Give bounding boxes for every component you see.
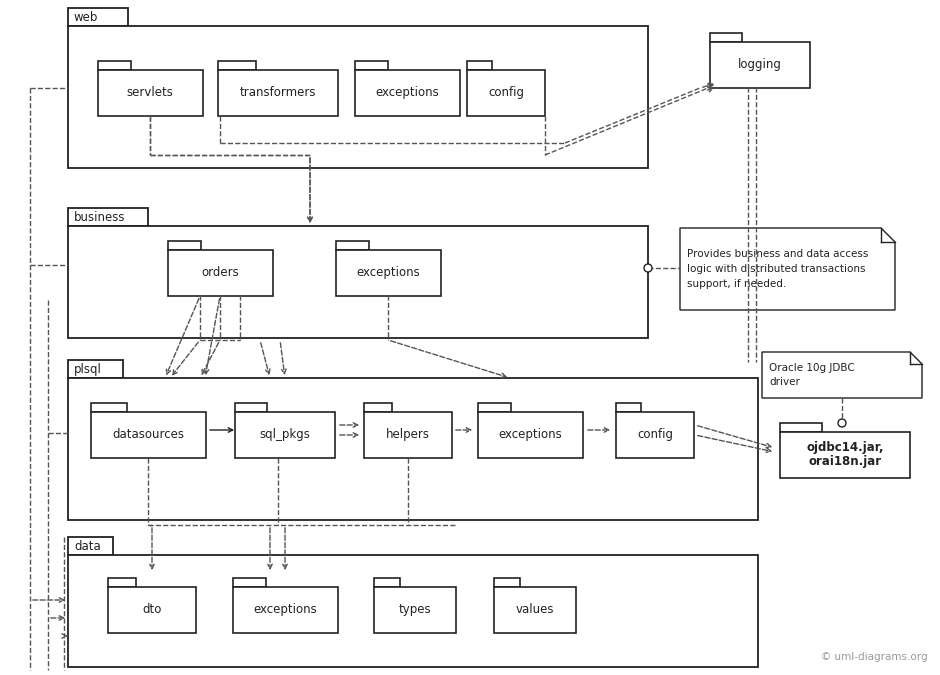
Bar bbox=[90, 402, 127, 412]
Bar bbox=[68, 26, 648, 168]
Bar bbox=[478, 402, 511, 412]
Bar bbox=[90, 412, 206, 458]
Text: exceptions: exceptions bbox=[498, 428, 562, 441]
Bar bbox=[710, 41, 810, 88]
Bar bbox=[616, 412, 694, 458]
Text: orders: orders bbox=[201, 266, 239, 279]
Text: plsql: plsql bbox=[74, 363, 102, 377]
Bar bbox=[467, 70, 545, 115]
Text: exceptions: exceptions bbox=[356, 266, 420, 279]
Text: ojdbc14.jar,
orai18n.jar: ojdbc14.jar, orai18n.jar bbox=[807, 441, 884, 468]
Bar bbox=[232, 578, 266, 587]
Text: config: config bbox=[488, 86, 524, 99]
Bar bbox=[780, 431, 910, 477]
Text: Oracle 10g JDBC
driver: Oracle 10g JDBC driver bbox=[769, 362, 854, 387]
Bar bbox=[374, 587, 456, 632]
Bar bbox=[218, 61, 257, 70]
Bar bbox=[710, 32, 742, 41]
Bar bbox=[467, 61, 492, 70]
Bar bbox=[354, 70, 460, 115]
Text: sql_pkgs: sql_pkgs bbox=[259, 428, 310, 441]
Bar bbox=[68, 208, 148, 226]
Polygon shape bbox=[680, 228, 895, 310]
Text: © uml-diagrams.org: © uml-diagrams.org bbox=[822, 652, 928, 662]
Text: business: business bbox=[74, 211, 126, 224]
Bar bbox=[68, 360, 123, 378]
Bar bbox=[98, 70, 202, 115]
Text: values: values bbox=[516, 603, 555, 616]
Text: data: data bbox=[74, 541, 101, 554]
Bar bbox=[336, 240, 369, 250]
Bar bbox=[232, 587, 337, 632]
Bar bbox=[364, 402, 392, 412]
Bar bbox=[354, 61, 388, 70]
Text: exceptions: exceptions bbox=[375, 86, 439, 99]
Bar bbox=[494, 587, 576, 632]
Text: transformers: transformers bbox=[240, 86, 316, 99]
Bar bbox=[780, 423, 822, 431]
Bar bbox=[98, 61, 131, 70]
Text: helpers: helpers bbox=[386, 428, 430, 441]
Bar bbox=[616, 402, 641, 412]
Bar bbox=[68, 537, 113, 555]
Text: types: types bbox=[399, 603, 431, 616]
Text: dto: dto bbox=[142, 603, 162, 616]
Bar bbox=[478, 412, 583, 458]
Bar bbox=[167, 250, 273, 296]
Text: Provides business and data access
logic with distributed transactions
support, i: Provides business and data access logic … bbox=[687, 249, 869, 289]
Text: exceptions: exceptions bbox=[253, 603, 317, 616]
Polygon shape bbox=[762, 352, 922, 398]
Bar bbox=[336, 250, 441, 296]
Bar bbox=[68, 8, 128, 26]
Bar bbox=[374, 578, 400, 587]
Bar bbox=[364, 412, 452, 458]
Bar bbox=[68, 555, 758, 667]
Bar bbox=[68, 378, 758, 520]
Text: datasources: datasources bbox=[112, 428, 184, 441]
Bar bbox=[494, 578, 520, 587]
Circle shape bbox=[644, 264, 652, 272]
Bar bbox=[235, 402, 267, 412]
Text: web: web bbox=[74, 11, 99, 24]
Bar bbox=[108, 578, 136, 587]
Bar bbox=[218, 70, 338, 115]
Text: servlets: servlets bbox=[127, 86, 174, 99]
Circle shape bbox=[838, 419, 846, 427]
Bar bbox=[167, 240, 201, 250]
Text: config: config bbox=[637, 428, 673, 441]
Bar bbox=[68, 226, 648, 338]
Bar bbox=[108, 587, 196, 632]
Bar bbox=[235, 412, 335, 458]
Text: logging: logging bbox=[738, 58, 782, 71]
